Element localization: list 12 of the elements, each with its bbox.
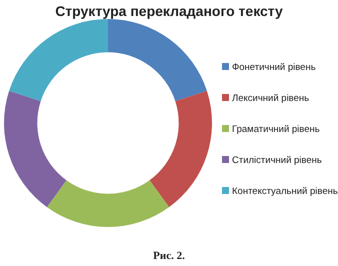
legend-label: Фонетичний рівень bbox=[232, 62, 316, 73]
donut-slice bbox=[150, 90, 212, 208]
legend-label: Граматичний рівень bbox=[232, 124, 320, 135]
chart-title: Структура перекладаного тексту bbox=[55, 3, 284, 19]
text: Рис. 2. bbox=[153, 250, 186, 262]
donut-slice bbox=[46, 180, 170, 227]
legend-label: Контекстуальний рівень bbox=[232, 186, 338, 197]
donut-slice bbox=[108, 19, 207, 102]
legend-label: Стилістичний рівень bbox=[232, 155, 322, 166]
legend-label: Лексичний рівень bbox=[232, 93, 310, 104]
donut-slice bbox=[9, 19, 108, 102]
donut-slice bbox=[4, 90, 66, 208]
